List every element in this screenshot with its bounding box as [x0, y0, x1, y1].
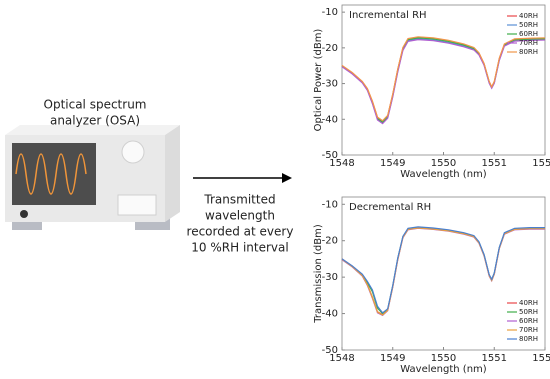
osa-label: Optical spectrum	[44, 98, 147, 112]
y-tick-label: -10	[322, 7, 338, 18]
plot-area	[341, 196, 546, 351]
legend-label: 40RH	[519, 299, 538, 307]
x-axis-label: Wavelength (nm)	[400, 169, 486, 180]
series-line	[341, 227, 545, 316]
legend-label: 70RH	[519, 326, 538, 334]
x-tick-label: 1551	[482, 353, 507, 364]
series-line	[341, 37, 546, 123]
legend-label: 60RH	[519, 317, 538, 325]
x-tick-label: 1550	[431, 158, 456, 169]
arrow-label: recorded at every	[187, 225, 294, 239]
x-tick-label: 1552	[532, 353, 550, 364]
x-tick-label: 1549	[380, 353, 405, 364]
x-tick-label: 1550	[431, 353, 456, 364]
y-tick-label: -30	[322, 79, 338, 90]
x-axis-label: Wavelength (nm)	[400, 364, 486, 375]
arrow-label: Transmitted	[203, 193, 275, 207]
y-tick-label: -40	[322, 309, 338, 320]
y-axis-label: Optical Power (dBm)	[313, 29, 324, 132]
legend-label: 80RH	[519, 335, 538, 343]
series-line	[341, 226, 545, 316]
legend-label: 40RH	[519, 12, 538, 20]
x-tick-label: 1548	[329, 353, 354, 364]
osa-device	[5, 125, 180, 230]
y-tick-label: -20	[322, 236, 338, 247]
legend-label: 60RH	[519, 30, 538, 38]
chart-title: Incremental RH	[349, 10, 427, 21]
x-tick-label: 1551	[482, 158, 507, 169]
y-tick-label: -10	[322, 199, 338, 210]
legend-label: 50RH	[519, 21, 538, 29]
x-tick-label: 1548	[329, 158, 354, 169]
plot-area	[341, 4, 546, 156]
legend-label: 70RH	[519, 39, 538, 47]
y-tick-label: -20	[322, 43, 338, 54]
arrow-label: 10 %RH interval	[191, 241, 288, 255]
y-axis-label: Transmission (dBm)	[313, 224, 324, 324]
arrow	[193, 173, 292, 183]
chart-title: Decremental RH	[349, 202, 431, 213]
series-line	[341, 36, 546, 122]
series-line	[341, 226, 545, 315]
osa-label: analyzer (OSA)	[50, 114, 140, 128]
series-line	[341, 227, 545, 317]
y-tick-label: -50	[322, 150, 338, 161]
y-tick-label: -50	[322, 345, 338, 356]
x-tick-label: 1552	[532, 158, 550, 169]
y-tick-label: -30	[322, 272, 338, 283]
y-tick-label: -40	[322, 114, 338, 125]
x-tick-label: 1549	[380, 158, 405, 169]
series-line	[341, 226, 545, 314]
legend-label: 80RH	[519, 48, 538, 56]
series-line	[341, 36, 546, 122]
legend-label: 50RH	[519, 308, 538, 316]
arrow-label: wavelength	[205, 209, 275, 223]
